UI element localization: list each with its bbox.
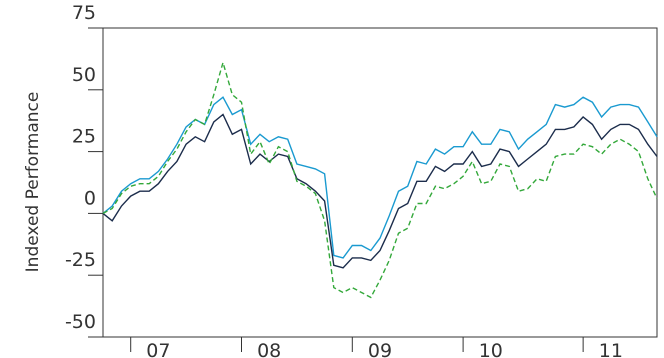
y-tick-label: 0: [84, 187, 96, 209]
y-tick-label: 50: [72, 64, 96, 86]
x-tick-label: 08: [257, 340, 281, 358]
x-tick-label: 07: [146, 340, 170, 358]
y-tick-label: 25: [72, 126, 96, 148]
x-tick-label: 11: [599, 340, 623, 358]
series-line: [102, 113, 658, 269]
plot-frame: [102, 27, 658, 338]
y-tick-label: 75: [72, 2, 96, 24]
x-tick-label: 09: [368, 340, 392, 358]
series-line: [102, 96, 658, 259]
series-line: [102, 60, 658, 299]
y-tick-label: -50: [65, 311, 96, 333]
x-tick-label: 10: [479, 340, 503, 358]
y-axis-label: Indexed Performance: [23, 92, 43, 273]
y-tick-label: -25: [65, 249, 96, 271]
